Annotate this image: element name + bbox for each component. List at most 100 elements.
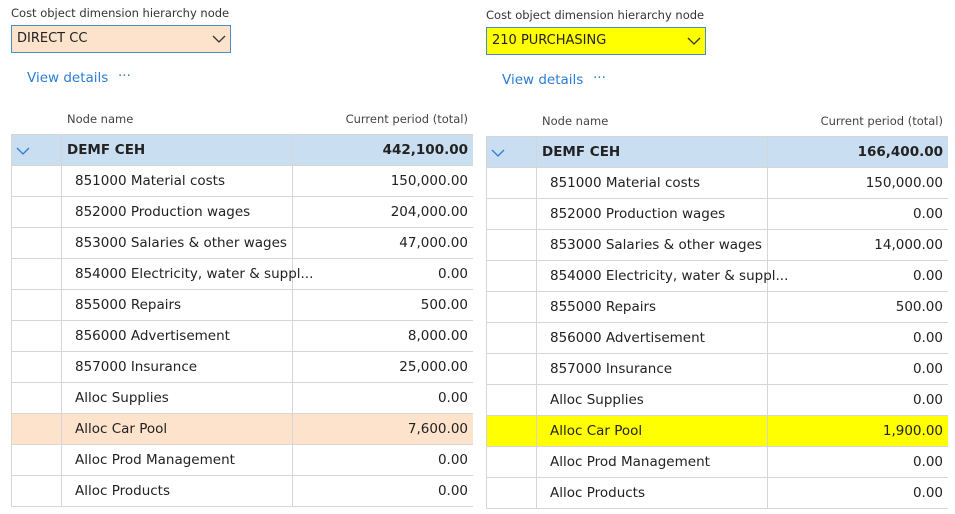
cell-divider xyxy=(292,414,293,444)
cell-divider xyxy=(61,290,62,320)
amount: 0.00 xyxy=(437,266,468,282)
column-header: Current period (total) xyxy=(345,112,468,126)
node-name: 852000 Production wages xyxy=(550,206,726,222)
cell-divider xyxy=(292,166,293,196)
node-name: Alloc Prod Management xyxy=(75,452,235,468)
table-row[interactable]: Alloc Supplies 0.00 xyxy=(486,385,948,416)
table-row[interactable]: Alloc Products 0.00 xyxy=(486,478,948,509)
more-button[interactable]: ··· xyxy=(593,70,606,86)
table-top-border xyxy=(11,134,473,135)
cell-divider xyxy=(61,321,62,351)
node-name: Alloc Supplies xyxy=(550,392,644,408)
chevron-icon xyxy=(687,37,701,45)
field-label: Cost object dimension hierarchy node xyxy=(11,6,230,20)
view-details-link[interactable]: View details xyxy=(27,70,109,86)
cell-divider xyxy=(536,199,537,229)
table-row[interactable]: Alloc Car Pool 1,900.00 xyxy=(486,416,948,447)
table-row[interactable]: Alloc Supplies 0.00 xyxy=(11,383,473,414)
table-row[interactable]: Alloc Car Pool 7,600.00 xyxy=(11,414,473,445)
cell-divider xyxy=(61,476,62,506)
table-row[interactable]: 854000 Electricity, water & suppl... 0.00 xyxy=(486,261,948,292)
column-header: Node name xyxy=(542,114,609,128)
table-row[interactable]: 852000 Production wages 0.00 xyxy=(486,199,948,230)
dropdown-value: DIRECT CC xyxy=(17,31,88,46)
amount: 0.00 xyxy=(912,330,943,346)
cell-divider xyxy=(61,259,62,289)
table-row[interactable]: 851000 Material costs 150,000.00 xyxy=(11,166,473,197)
node-name: Alloc Products xyxy=(75,483,171,499)
table-row[interactable]: 852000 Production wages 204,000.00 xyxy=(11,197,473,228)
amount: 500.00 xyxy=(420,297,468,313)
amount: 0.00 xyxy=(912,206,943,222)
cell-divider xyxy=(536,292,537,322)
cell-divider xyxy=(292,476,293,506)
cell-divider xyxy=(767,261,768,291)
table-row[interactable]: 853000 Salaries & other wages 14,000.00 xyxy=(486,230,948,261)
node-name: 853000 Salaries & other wages xyxy=(550,237,762,253)
cell-divider xyxy=(536,478,537,508)
panel: Cost object dimension hierarchy node DIRE… xyxy=(11,0,473,514)
cell-divider xyxy=(536,168,537,198)
cell-divider xyxy=(767,137,768,167)
table-row[interactable]: 853000 Salaries & other wages 47,000.00 xyxy=(11,228,473,259)
node-name: Alloc Car Pool xyxy=(75,421,168,437)
table-row[interactable]: 857000 Insurance 25,000.00 xyxy=(11,352,473,383)
amount: 14,000.00 xyxy=(874,237,943,253)
node-name: DEMF CEH xyxy=(542,144,621,160)
table-row[interactable]: Alloc Products 0.00 xyxy=(11,476,473,507)
table-row[interactable]: 856000 Advertisement 0.00 xyxy=(486,323,948,354)
table-row[interactable]: 857000 Insurance 0.00 xyxy=(486,354,948,385)
amount: 204,000.00 xyxy=(390,204,468,220)
cell-divider xyxy=(292,445,293,475)
amount: 500.00 xyxy=(895,299,943,315)
dropdown[interactable]: DIRECT CC xyxy=(11,25,231,53)
cell-divider xyxy=(767,323,768,353)
column-header: Current period (total) xyxy=(820,114,943,128)
table-row[interactable]: 856000 Advertisement 8,000.00 xyxy=(11,321,473,352)
table-row[interactable]: Alloc Prod Management 0.00 xyxy=(11,445,473,476)
cell-divider xyxy=(61,166,62,196)
table-row[interactable]: 855000 Repairs 500.00 xyxy=(11,290,473,321)
table-row[interactable]: 855000 Repairs 500.00 xyxy=(486,292,948,323)
cell-divider xyxy=(61,445,62,475)
cell-divider xyxy=(292,259,293,289)
cell-divider xyxy=(767,230,768,260)
cell-divider xyxy=(767,416,768,446)
cell-divider xyxy=(767,385,768,415)
amount: 0.00 xyxy=(912,392,943,408)
table-row[interactable]: 851000 Material costs 150,000.00 xyxy=(486,168,948,199)
dropdown-value: 210 PURCHASING xyxy=(492,33,607,48)
cell-divider xyxy=(536,137,537,167)
node-name: 853000 Salaries & other wages xyxy=(75,235,287,251)
amount: 0.00 xyxy=(912,454,943,470)
cell-divider xyxy=(61,197,62,227)
cell-divider xyxy=(536,230,537,260)
table-row[interactable]: Alloc Prod Management 0.00 xyxy=(486,447,948,478)
node-name: 854000 Electricity, water & suppl... xyxy=(75,266,314,282)
node-name: DEMF CEH xyxy=(67,142,146,158)
cell-divider xyxy=(767,168,768,198)
view-details-link[interactable]: View details xyxy=(502,72,584,88)
panel: Cost object dimension hierarchy node 210 … xyxy=(486,2,948,514)
more-button[interactable]: ··· xyxy=(118,68,131,84)
amount: 150,000.00 xyxy=(390,173,468,189)
amount: 0.00 xyxy=(912,361,943,377)
table-row[interactable]: DEMF CEH 442,100.00 xyxy=(11,135,473,166)
amount: 442,100.00 xyxy=(382,142,468,158)
node-name: 857000 Insurance xyxy=(550,361,673,377)
table-row[interactable]: DEMF CEH 166,400.00 xyxy=(486,137,948,168)
cell-divider xyxy=(536,416,537,446)
cell-divider xyxy=(767,199,768,229)
column-header: Node name xyxy=(67,112,134,126)
node-name: 856000 Advertisement xyxy=(550,330,705,346)
cell-divider xyxy=(767,447,768,477)
cell-divider xyxy=(536,323,537,353)
dropdown[interactable]: 210 PURCHASING xyxy=(486,27,706,55)
amount: 0.00 xyxy=(437,452,468,468)
cell-divider xyxy=(61,228,62,258)
node-name: 855000 Repairs xyxy=(75,297,182,313)
field-label: Cost object dimension hierarchy node xyxy=(486,8,705,22)
cell-divider xyxy=(61,135,62,165)
table-top-border xyxy=(486,136,948,137)
table-row[interactable]: 854000 Electricity, water & suppl... 0.00 xyxy=(11,259,473,290)
